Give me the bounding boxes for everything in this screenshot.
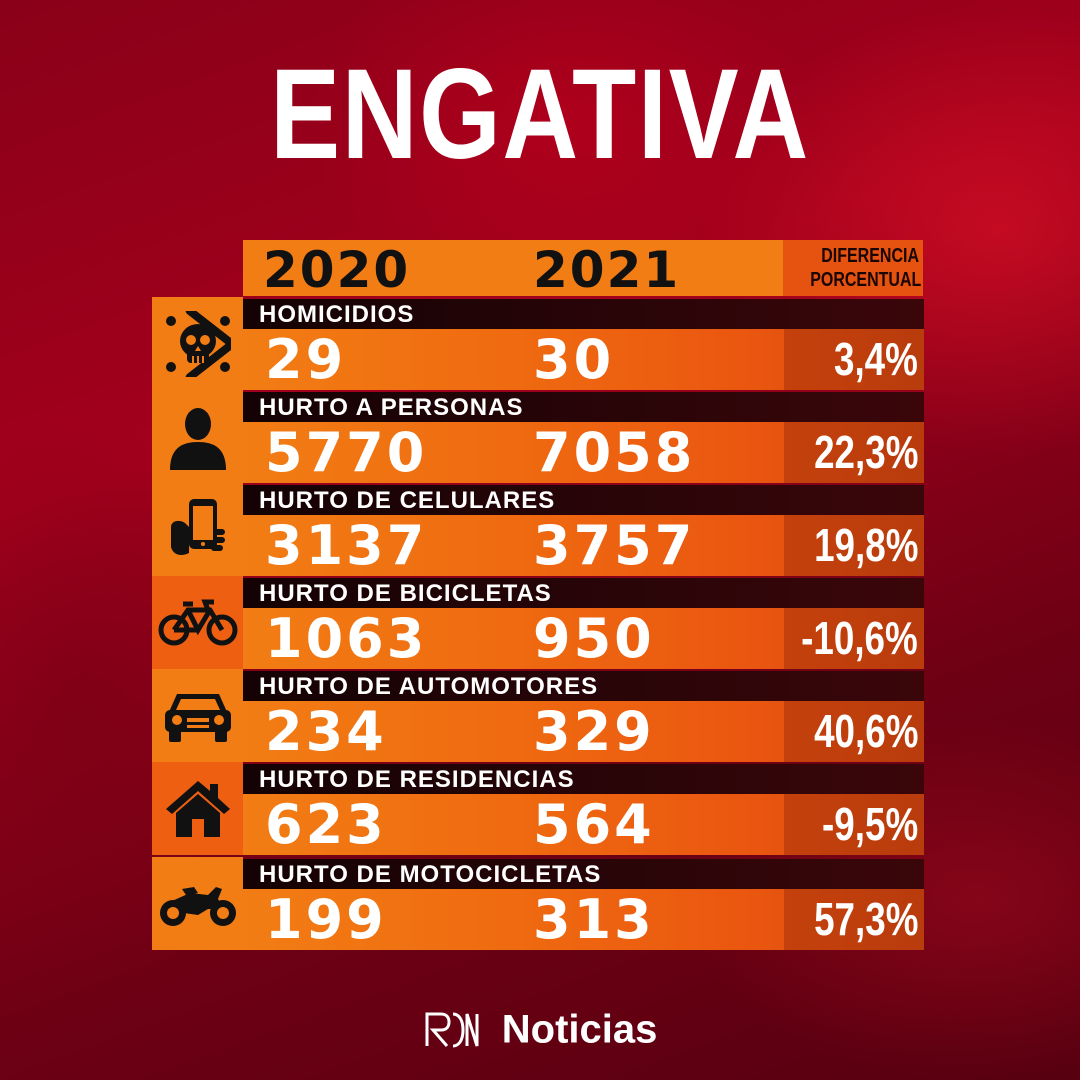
row-label-bar: HURTO A PERSONAS [243,392,924,422]
percent-cell: 3,4% [784,329,924,390]
table-row: HURTO DE MOTOCICLETAS 199 313 57,3% [152,857,924,950]
page-title: ENGATIVA [270,43,810,186]
header-year-2020: 2020 [263,241,411,299]
row-icon-cell [152,576,243,669]
value-2020: 29 [265,328,347,391]
percent-cell: 40,6% [784,701,924,762]
row-values: 29 30 3,4% [243,329,924,390]
row-label-bar: HURTO DE BICICLETAS [243,578,924,608]
value-2021: 7058 [533,421,696,484]
row-icon-cell [152,669,243,762]
table-row: HURTO DE BICICLETAS 1063 950 -10,6% [152,576,924,669]
row-label-bar: HURTO DE CELULARES [243,485,924,515]
row-label: HURTO DE AUTOMOTORES [259,673,599,700]
value-2021: 313 [533,888,655,951]
person-icon [169,407,226,470]
row-label-bar: HOMICIDIOS [243,299,924,329]
value-2020: 1063 [265,607,428,670]
percent-change: 3,4% [834,333,918,385]
brand-logo: Noticias [0,1002,1080,1054]
value-2021: 564 [533,793,655,856]
row-label-bar: HURTO DE RESIDENCIAS [243,764,924,794]
header-difference-line1: DIFERENCIA [821,245,919,267]
row-icon-cell [152,297,243,390]
row-icon-cell [152,483,243,576]
percent-cell: 22,3% [784,422,924,483]
value-2021: 950 [533,607,655,670]
skull-icon [165,310,231,377]
motorcycle-icon [159,886,236,926]
row-values: 623 564 -9,5% [243,794,924,855]
brand-name: Noticias [501,1007,658,1052]
table-row: HURTO A PERSONAS 5770 7058 22,3% [152,390,924,483]
bicycle-icon [158,599,237,645]
value-2020: 5770 [265,421,428,484]
table-row: HURTO DE AUTOMOTORES 234 329 40,6% [152,669,924,762]
row-values: 1063 950 -10,6% [243,608,924,669]
value-2020: 234 [265,700,387,763]
value-2020: 3137 [265,514,428,577]
percent-cell: -10,6% [784,608,924,669]
row-values: 3137 3757 19,8% [243,515,924,576]
header-year-2021: 2021 [533,241,681,299]
percent-cell: 19,8% [784,515,924,576]
table-header: 2020 2021 DIFERENCIA PORCENTUAL [243,240,923,299]
row-icon-cell [152,762,243,855]
value-2020: 623 [265,793,387,856]
row-values: 5770 7058 22,3% [243,422,924,483]
percent-change: 22,3% [813,426,918,478]
row-values: 199 313 57,3% [243,889,924,950]
table-row: HOMICIDIOS 29 30 3,4% [152,297,924,390]
row-label: HURTO DE CELULARES [259,487,556,514]
percent-change: -9,5% [821,798,918,850]
car-icon [164,693,231,742]
header-difference: DIFERENCIA PORCENTUAL [783,240,923,296]
house-icon [165,780,230,837]
row-label-bar: HURTO DE MOTOCICLETAS [243,859,924,889]
value-2021: 3757 [533,514,696,577]
value-2020: 199 [265,888,387,951]
table-row: HURTO DE RESIDENCIAS 623 564 -9,5% [152,762,924,855]
phone-in-hand-icon [170,498,225,555]
value-2021: 329 [533,700,655,763]
row-label-bar: HURTO DE AUTOMOTORES [243,671,924,701]
percent-change: -10,6% [801,612,918,664]
row-values: 234 329 40,6% [243,701,924,762]
row-icon-cell [152,390,243,483]
row-label: HURTO DE BICICLETAS [259,580,552,607]
percent-change: 19,8% [813,519,918,571]
percent-change: 40,6% [813,705,918,757]
table-row: HURTO DE CELULARES 3137 3757 19,8% [152,483,924,576]
percent-cell: 57,3% [784,889,924,950]
percent-change: 57,3% [813,893,918,945]
value-2021: 30 [533,328,615,391]
rcn-logo-icon [425,1012,479,1048]
row-label: HURTO DE RESIDENCIAS [259,766,575,793]
row-label: HOMICIDIOS [259,301,415,328]
header-difference-line2: PORCENTUAL [810,269,922,291]
row-icon-cell [152,857,243,950]
row-label: HURTO A PERSONAS [259,394,524,421]
row-label: HURTO DE MOTOCICLETAS [259,861,602,888]
percent-cell: -9,5% [784,794,924,855]
